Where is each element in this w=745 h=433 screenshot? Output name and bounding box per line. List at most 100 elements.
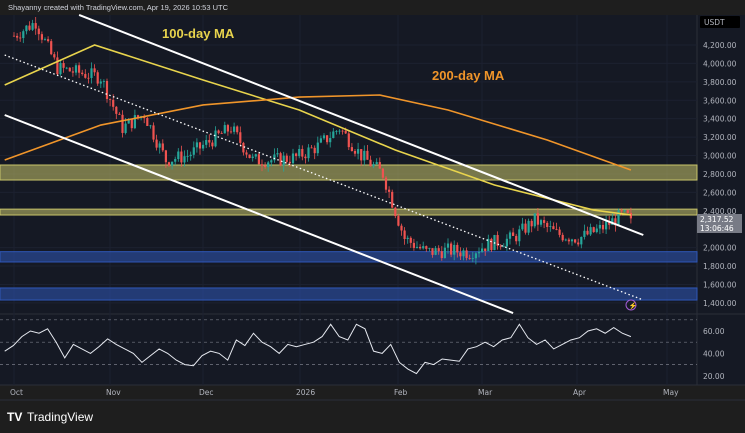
y-tick-label: 3,200.00 <box>703 133 737 142</box>
candle-body <box>512 232 515 236</box>
candle-body <box>484 248 487 252</box>
candle-body <box>329 138 332 143</box>
candle-body <box>462 250 465 257</box>
candle-body <box>369 159 372 167</box>
candle-body <box>372 164 375 167</box>
candle-body <box>161 143 164 151</box>
candle-body <box>589 227 592 235</box>
candle-body <box>496 235 499 246</box>
plot-area[interactable] <box>0 15 697 385</box>
candle-body <box>12 35 16 37</box>
candle-body <box>366 150 369 160</box>
candle-body <box>50 41 53 55</box>
candle-body <box>431 248 434 255</box>
candle-body <box>601 224 605 230</box>
candle-body <box>502 246 505 248</box>
candle-body <box>16 35 19 38</box>
x-tick-label: Feb <box>394 388 408 397</box>
candle-body <box>487 238 490 252</box>
candle-body <box>102 80 105 82</box>
candle-body <box>611 218 614 225</box>
candle-body <box>195 142 198 148</box>
candle-body <box>43 39 47 40</box>
candle-body <box>90 68 93 78</box>
rsi-tick-label: 40.00 <box>703 349 725 358</box>
price-axis[interactable] <box>697 15 745 385</box>
candle-body <box>490 238 493 251</box>
candle-body <box>47 39 50 42</box>
candle-body <box>322 135 326 139</box>
zone <box>0 251 698 263</box>
svg-text:⚡: ⚡ <box>629 301 638 310</box>
candle-body <box>598 224 601 229</box>
candle-body <box>276 153 279 155</box>
candle-body <box>155 139 158 148</box>
candle-body <box>149 125 152 127</box>
candle-body <box>574 239 577 243</box>
candle-body <box>248 154 251 159</box>
zone <box>0 164 698 181</box>
candle-body <box>605 221 608 230</box>
zone <box>0 287 698 301</box>
candle-body <box>543 220 546 223</box>
candle-body <box>533 213 536 227</box>
candle-body <box>595 228 598 233</box>
candle-body <box>384 177 388 190</box>
candle-body <box>93 68 96 73</box>
candle-body <box>481 248 484 253</box>
candle-body <box>508 232 512 239</box>
candle-body <box>419 246 422 249</box>
candle-body <box>171 161 174 166</box>
candle-body <box>536 213 539 225</box>
y-tick-label: 1,600.00 <box>703 280 737 289</box>
candle-body <box>530 220 533 227</box>
trendline <box>4 114 514 314</box>
candle-body <box>40 34 43 40</box>
candle-body <box>406 237 409 239</box>
alert-icon[interactable]: ⚡ <box>625 299 638 311</box>
candle-body <box>546 222 549 227</box>
x-tick-label: Nov <box>106 388 121 397</box>
last-price-tag: 2,317.52 13:06:46 <box>697 214 742 233</box>
y-tick-label: 3,400.00 <box>703 115 737 124</box>
candle-body <box>443 247 446 259</box>
candle-body <box>397 216 400 226</box>
candle-body <box>617 210 620 226</box>
y-tick-label: 3,600.00 <box>703 96 737 105</box>
candle-body <box>285 155 288 162</box>
candle-body <box>388 189 391 192</box>
candle-body <box>205 139 208 145</box>
candle-body <box>146 118 149 127</box>
candle-body <box>592 227 595 233</box>
candle-body <box>307 147 310 159</box>
candle-body <box>260 164 264 166</box>
candle-body <box>96 72 99 84</box>
candle-body <box>400 225 403 231</box>
candle-body <box>74 65 78 73</box>
candle-body <box>558 229 561 235</box>
candle-body <box>623 210 626 212</box>
candle-body <box>152 125 155 140</box>
candle-body <box>375 162 378 165</box>
rsi-line <box>4 323 632 375</box>
x-tick-label: 2026 <box>296 388 315 397</box>
candle-body <box>233 126 236 132</box>
candle-body <box>344 130 347 134</box>
y-tick-label: 2,000.00 <box>703 244 737 253</box>
candle-body <box>521 223 524 230</box>
candle-body <box>133 115 136 129</box>
tradingview-logo: TV TradingView <box>7 410 93 424</box>
candle-body <box>56 57 59 75</box>
candle-body <box>465 250 468 258</box>
candle-body <box>505 238 508 247</box>
candle-body <box>186 156 189 157</box>
candle-body <box>22 31 25 39</box>
y-tick-label: 4,000.00 <box>703 59 737 68</box>
candle-body <box>360 149 363 161</box>
candle-body <box>174 159 177 162</box>
candle-body <box>304 156 307 159</box>
rsi-tick-label: 60.00 <box>703 327 725 336</box>
candle-body <box>450 243 453 255</box>
trendline <box>78 14 644 236</box>
candle-body <box>577 242 580 245</box>
